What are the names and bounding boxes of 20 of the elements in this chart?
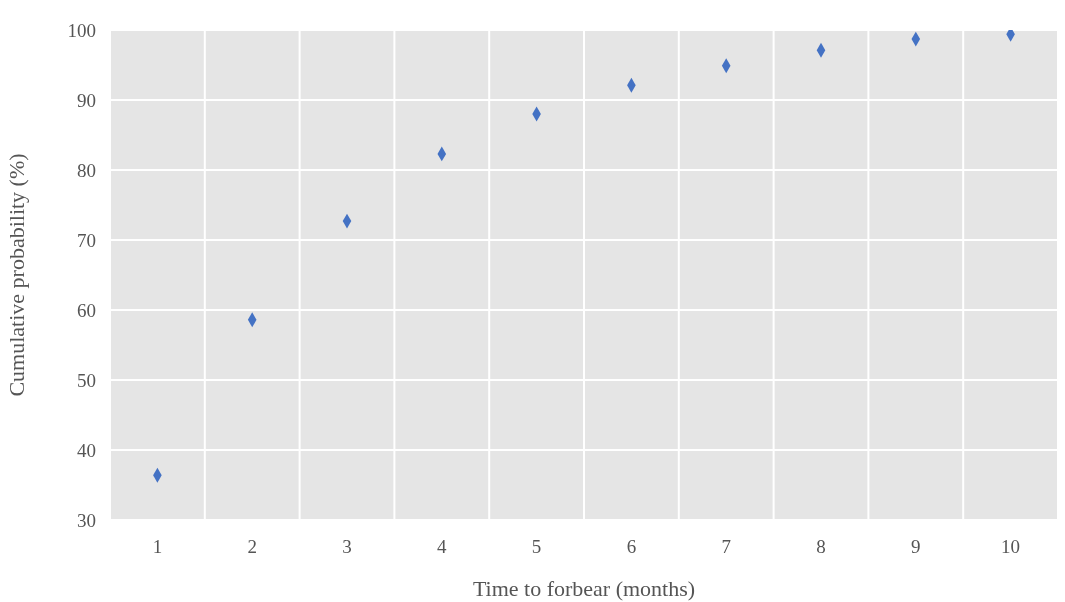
y-axis-title: Cumulative probability (%) xyxy=(3,153,29,397)
x-tick-label: 9 xyxy=(911,536,921,558)
y-tick-label: 30 xyxy=(77,509,96,531)
x-tick-label: 6 xyxy=(626,536,637,558)
x-axis-title: Time to forbear (months) xyxy=(472,576,696,601)
x-tick-label: 7 xyxy=(721,536,731,558)
y-tick-label: 100 xyxy=(67,19,96,41)
x-tick-label: 10 xyxy=(1001,536,1021,558)
y-tick-label: 70 xyxy=(77,229,96,251)
y-tick-label: 50 xyxy=(77,369,96,391)
y-tick-label: 60 xyxy=(77,299,96,321)
x-tick-label: 5 xyxy=(531,536,542,558)
y-tick-label: 40 xyxy=(77,439,96,461)
x-tick-label: 8 xyxy=(816,536,826,558)
x-tick-label: 2 xyxy=(247,536,257,558)
x-tick-label: 1 xyxy=(152,536,163,558)
x-tick-label: 3 xyxy=(342,536,352,558)
x-tick-label: 4 xyxy=(437,536,448,558)
y-tick-label: 90 xyxy=(77,89,96,111)
y-tick-label: 80 xyxy=(77,159,96,181)
